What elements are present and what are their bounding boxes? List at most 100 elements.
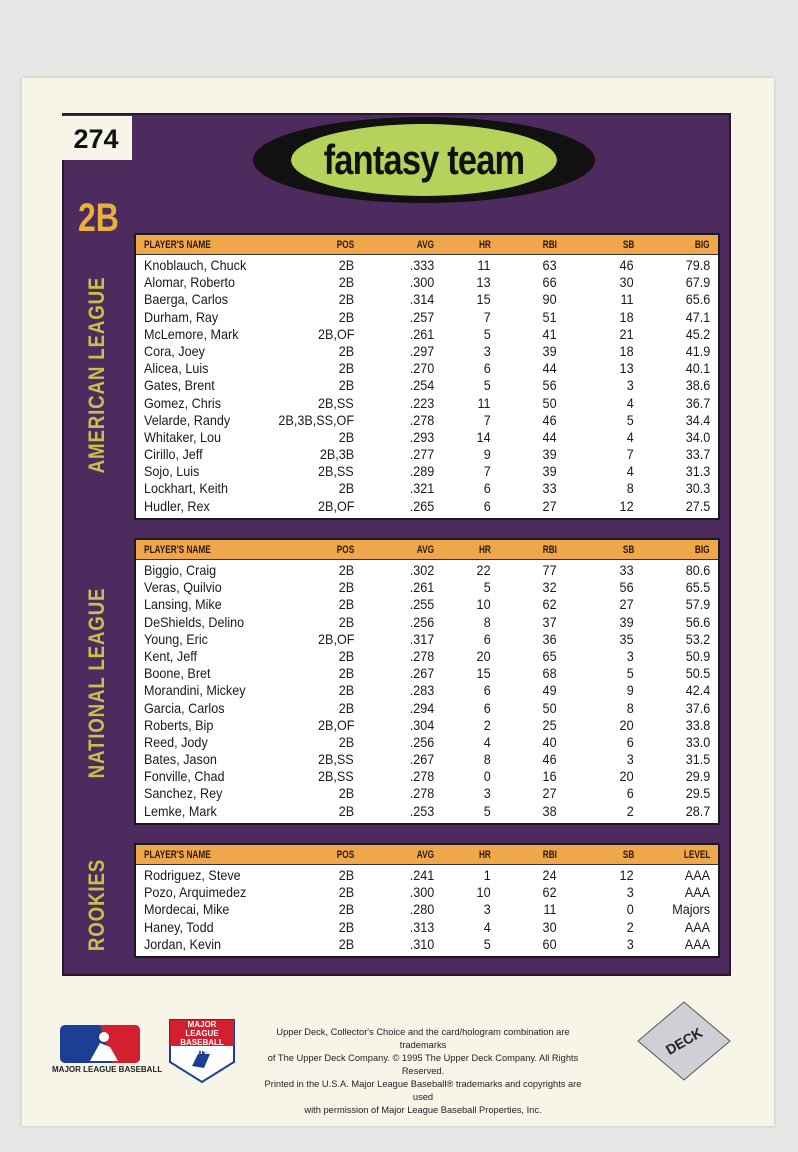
table-cell: 10 — [476, 596, 491, 613]
table-row: Baerga, Carlos 2B .314 15 90 11 65.6 — [136, 291, 718, 308]
table-cell: 11 — [543, 901, 557, 918]
table-cell: 6 — [626, 785, 634, 802]
table-cell: 33.8 — [685, 716, 710, 733]
table-cell: .261 — [409, 325, 434, 342]
table-cell: 2B — [338, 579, 354, 596]
table-cell: 4 — [626, 428, 634, 445]
table-cell: 24 — [542, 867, 557, 883]
table-cell: 2B,SS — [318, 751, 354, 768]
table-cell: Haney, Todd — [144, 918, 214, 935]
table-cell: 13 — [619, 360, 634, 377]
table-cell: 4 — [626, 463, 634, 480]
table-cell: .223 — [409, 394, 434, 411]
table-cell: Velarde, Randy — [144, 411, 231, 428]
table-cell: AAA — [684, 884, 710, 901]
legal-line: Upper Deck, Collector's Choice and the c… — [276, 1027, 570, 1050]
table-cell: 10 — [476, 884, 491, 901]
table-cell: 37 — [542, 613, 557, 630]
table-cell: 27 — [542, 497, 557, 514]
table-cell: Cora, Joey — [144, 342, 205, 359]
table-cell: 46 — [619, 257, 634, 273]
table-cell: .267 — [409, 665, 434, 682]
table-cell: 2B — [338, 918, 354, 935]
hologram: DECK — [637, 1001, 731, 1081]
legal-line: of The Upper Deck Company. © 1995 The Up… — [267, 1053, 579, 1076]
card-number: 274 — [60, 116, 132, 160]
legal-text: Upper Deck, Collector's Choice and the c… — [258, 1026, 588, 1117]
table-cell: 3 — [626, 647, 634, 664]
table-cell: 5 — [483, 935, 491, 952]
table-cell: 22 — [476, 562, 491, 578]
table-row: Knoblauch, Chuck 2B .333 11 63 46 79.8 — [136, 257, 718, 274]
title-oval: fantasy team — [253, 117, 595, 203]
table-cell: Veras, Quilvio — [144, 579, 222, 596]
table-cell: .310 — [409, 935, 434, 952]
table-cell: 46 — [542, 751, 557, 768]
table-cell: Alomar, Roberto — [144, 274, 236, 291]
table-cell: 5 — [483, 325, 491, 342]
table-cell: 25 — [542, 716, 557, 733]
table-cell: 2B — [338, 342, 354, 359]
table-cell: 30 — [542, 918, 557, 935]
table-cell: Durham, Ray — [144, 308, 219, 325]
column-header: POS — [336, 239, 354, 251]
table-row: McLemore, Mark 2B,OF .261 5 41 21 45.2 — [136, 326, 718, 343]
table-cell: Reed, Jody — [144, 733, 208, 750]
table-cell: 56.6 — [685, 613, 710, 630]
table-cell: 8 — [483, 613, 491, 630]
table-cell: DeShields, Delino — [144, 613, 245, 630]
table-cell: .257 — [409, 308, 434, 325]
column-header: PLAYER'S NAME — [144, 239, 211, 251]
column-header: HR — [479, 544, 491, 556]
table-cell: 77 — [542, 562, 557, 578]
table-cell: 15 — [476, 291, 491, 308]
table-cell: 2B — [338, 867, 354, 883]
table-cell: 20 — [619, 716, 634, 733]
table-cell: Sojo, Luis — [144, 463, 200, 480]
table-cell: .289 — [409, 463, 434, 480]
table-cell: 35 — [619, 630, 634, 647]
table-cell: AAA — [684, 918, 710, 935]
table-row: Biggio, Craig 2B .302 22 77 33 80.6 — [136, 562, 718, 579]
position-label: 2B — [78, 196, 119, 240]
table-row: Kent, Jeff 2B .278 20 65 3 50.9 — [136, 648, 718, 665]
table-cell: 15 — [476, 665, 491, 682]
mlb-logo-text: MAJOR LEAGUE BASEBALL — [52, 1065, 163, 1074]
table-cell: 8 — [626, 699, 634, 716]
table-cell: 2 — [483, 716, 491, 733]
table-cell: Biggio, Craig — [144, 562, 217, 578]
table-cell: 2B,3B — [319, 446, 354, 463]
table-cell: .300 — [409, 884, 434, 901]
table-cell: 34.0 — [685, 428, 710, 445]
table-cell: 39 — [619, 613, 634, 630]
table-cell: 27.5 — [685, 497, 710, 514]
table-cell: 2B — [338, 802, 354, 819]
column-header: AVG — [416, 849, 434, 861]
table-cell: 29.9 — [685, 768, 710, 785]
section-label-rookies: ROOKIES — [84, 858, 109, 952]
table-cell: 2B — [338, 935, 354, 952]
table-cell: 2B — [338, 682, 354, 699]
table-cell: 80.6 — [685, 562, 710, 578]
table-cell: .293 — [409, 428, 434, 445]
table-cell: 67.9 — [685, 274, 710, 291]
table-cell: 50.5 — [685, 665, 710, 682]
table-row: Alicea, Luis 2B .270 6 44 13 40.1 — [136, 360, 718, 377]
table-cell: .314 — [409, 291, 434, 308]
table-row: Morandini, Mickey 2B .283 6 49 9 42.4 — [136, 682, 718, 699]
table-cell: Lansing, Mike — [144, 596, 222, 613]
table-cell: Kent, Jeff — [144, 647, 198, 664]
table-row: Lemke, Mark 2B .253 5 38 2 28.7 — [136, 803, 718, 820]
table-cell: 32 — [542, 579, 557, 596]
table-cell: Gates, Brent — [144, 377, 215, 394]
table-cell: 33.7 — [685, 446, 710, 463]
table-row: Fonville, Chad 2B,SS .278 0 16 20 29.9 — [136, 768, 718, 785]
table-cell: 3 — [626, 935, 634, 952]
column-header: SB — [622, 544, 634, 556]
players-logo-text: MAJOR LEAGUE BASEBALL PLAYERS — [180, 1020, 224, 1056]
table-cell: 4 — [483, 733, 491, 750]
table-cell: 30.3 — [685, 480, 710, 497]
table-cell: 2B,SS — [318, 394, 354, 411]
table-cell: 6 — [626, 733, 634, 750]
table-cell: Lemke, Mark — [144, 802, 217, 819]
